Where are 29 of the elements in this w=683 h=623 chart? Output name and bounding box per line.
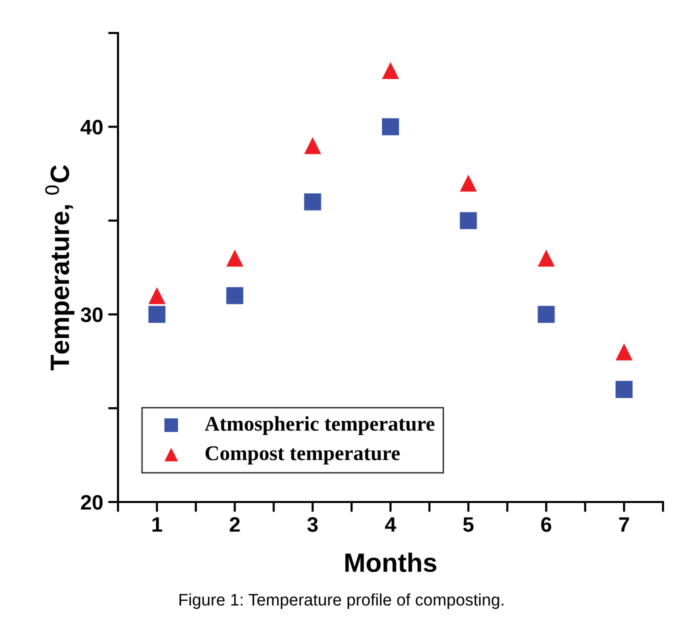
x-tick-label: 7 xyxy=(619,517,629,532)
y-tick-label: 30 xyxy=(80,307,103,322)
caption: Figure 1: Temperature profile of composting. xyxy=(180,593,504,609)
y-tick-label: 40 xyxy=(80,120,103,135)
legend-label: Atmospheric temperature xyxy=(204,416,434,436)
point xyxy=(304,137,322,154)
y-axis-title: Temperature, $^{0}$C xyxy=(45,165,74,370)
point xyxy=(538,250,555,267)
point xyxy=(148,306,166,323)
point xyxy=(382,118,400,136)
x-tick-label: 5 xyxy=(463,517,474,532)
point xyxy=(538,306,555,323)
x-axis-title: Months xyxy=(345,552,436,572)
point xyxy=(460,174,477,192)
point xyxy=(304,193,322,210)
point xyxy=(460,212,477,230)
point xyxy=(382,62,400,80)
x-tick-label: 3 xyxy=(307,517,318,532)
x-tick-label: 2 xyxy=(230,517,240,532)
x-tick-label: 4 xyxy=(385,517,396,532)
legend-label: Compost temperature xyxy=(206,446,400,464)
point xyxy=(226,250,244,267)
point xyxy=(226,287,244,304)
x-tick-label: 1 xyxy=(152,517,162,532)
point xyxy=(616,380,633,398)
y-tick-label: 20 xyxy=(80,495,103,510)
point xyxy=(616,343,633,360)
point xyxy=(148,287,166,304)
x-tick-label: 6 xyxy=(541,517,552,532)
